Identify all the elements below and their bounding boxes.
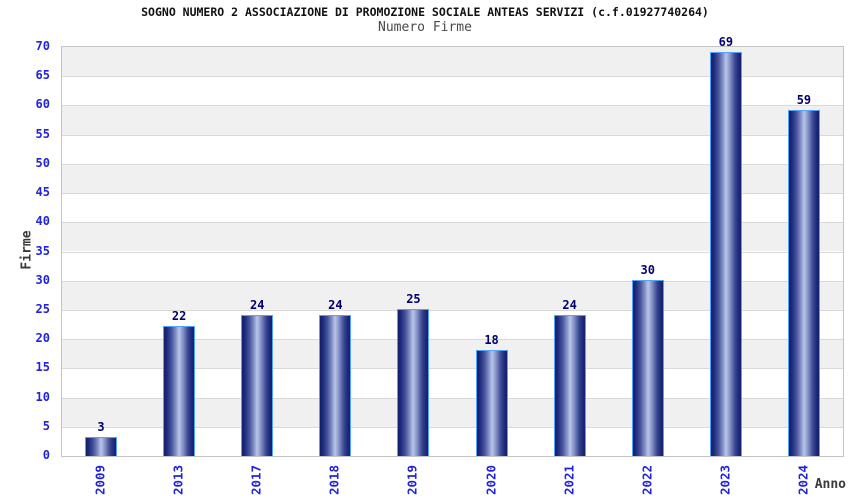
plot-area: 3 22 24 24 25 18 24 30 69 59 (61, 35, 844, 457)
y-tick-label: 25 (35, 301, 50, 316)
bar (475, 349, 508, 456)
bar (631, 279, 664, 456)
chart-subtitle: Numero Firme (378, 20, 472, 35)
y-tick-label: 10 (35, 389, 50, 404)
gridline (62, 309, 843, 311)
x-tick-label: 2024 (795, 464, 811, 496)
bar-value-label: 22 (171, 309, 187, 324)
gridline (62, 105, 843, 107)
y-tick-label: 60 (35, 97, 50, 112)
bar (163, 326, 196, 456)
y-tick-label: 20 (35, 331, 50, 346)
y-tick-label: 70 (35, 39, 50, 53)
gridline (62, 76, 843, 78)
gridline (62, 368, 843, 370)
bar-value-label: 30 (640, 262, 655, 277)
bar-value-label: 24 (562, 297, 577, 312)
y-tick-label: 65 (35, 68, 50, 83)
y-tick-label: 45 (35, 185, 50, 200)
bar-value-label: 24 (328, 297, 343, 312)
x-tick-label: 2018 (326, 464, 342, 496)
gridline (62, 193, 843, 195)
y-tick-label: 0 (42, 448, 50, 462)
x-tick-label: 2021 (561, 464, 577, 496)
bar (85, 437, 118, 456)
bar-value-label: 25 (406, 291, 421, 306)
gridline (62, 163, 843, 165)
bar (709, 51, 742, 456)
y-tick-label: 15 (35, 360, 50, 375)
bar-value-label: 69 (718, 34, 734, 49)
y-tick-label: 50 (35, 155, 50, 170)
chart-title: SOGNO NUMERO 2 ASSOCIAZIONE DI PROMOZION… (141, 5, 709, 19)
x-tick-label: 2022 (639, 464, 655, 496)
x-tick-label: 2013 (170, 464, 186, 496)
gridline (62, 426, 843, 428)
bar-value-label: 18 (484, 332, 499, 347)
bar (319, 314, 352, 456)
gridline (62, 397, 843, 399)
bar (397, 308, 430, 456)
x-tick-label: 2009 (92, 464, 108, 496)
bar (553, 314, 586, 456)
bar-value-label: 24 (250, 297, 265, 312)
y-tick-label: 40 (35, 214, 50, 229)
bar (241, 314, 274, 456)
gridline (62, 222, 843, 224)
x-tick-label: 2020 (483, 464, 499, 496)
x-tick-label: 2023 (717, 464, 733, 496)
x-axis-label: Anno (814, 477, 846, 492)
gridline (62, 280, 843, 282)
bar (787, 110, 820, 456)
gridline (62, 251, 843, 253)
bar-value-label: 3 (97, 420, 105, 435)
gridline (62, 134, 843, 136)
y-tick-label: 55 (35, 126, 50, 141)
y-axis-label: Firme (19, 230, 35, 270)
x-tick-label: 2019 (404, 464, 420, 496)
y-tick-label: 35 (35, 243, 50, 258)
bar-value-label: 59 (796, 93, 812, 108)
y-tick-label: 30 (35, 272, 50, 287)
y-tick-label: 5 (42, 418, 50, 433)
x-tick-label: 2017 (248, 464, 264, 496)
gridline (62, 339, 843, 341)
